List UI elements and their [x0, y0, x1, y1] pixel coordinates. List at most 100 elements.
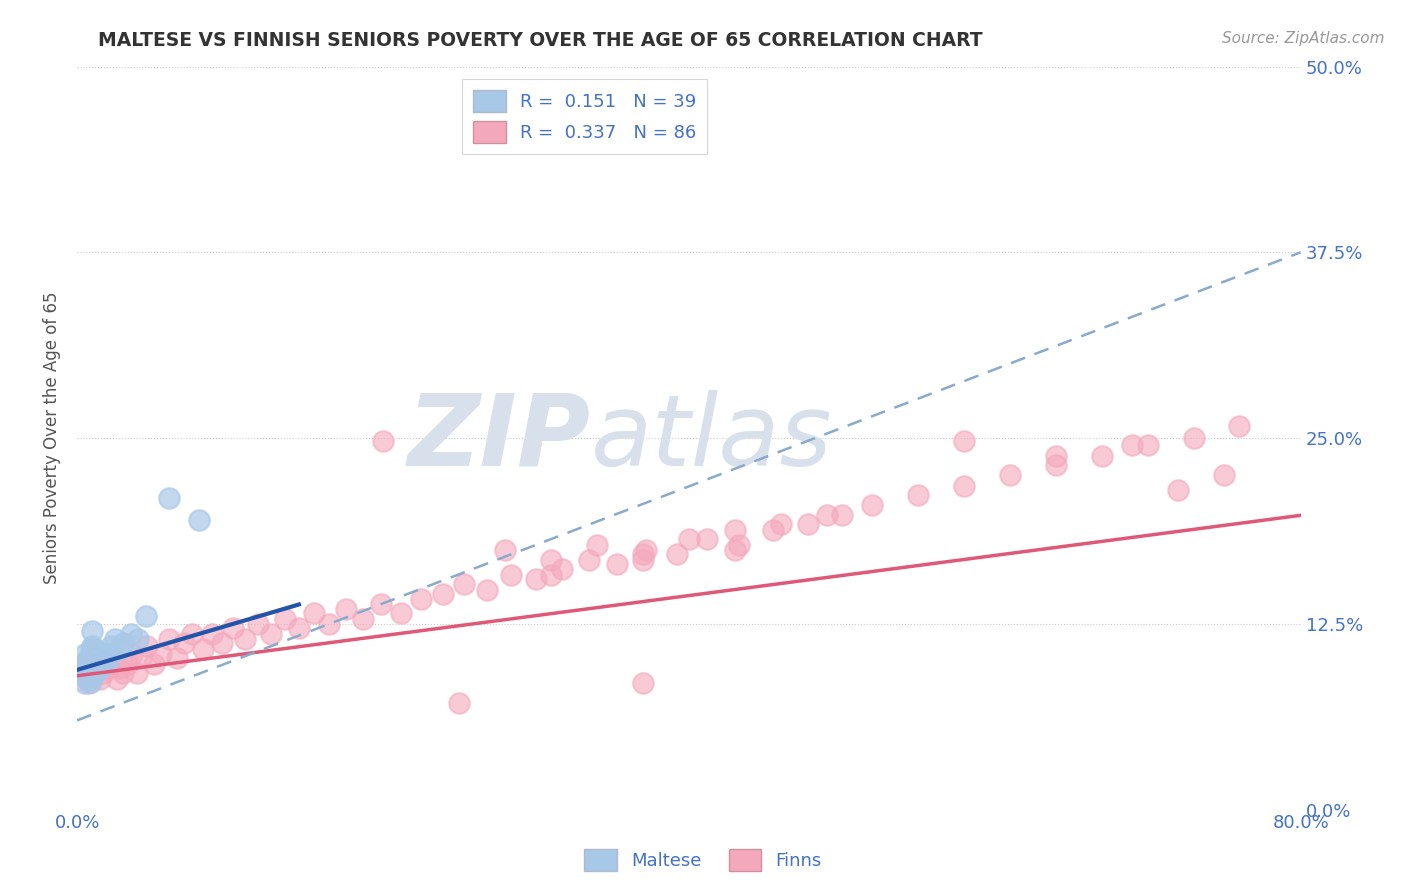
- Point: [1229, 419, 1251, 434]
- Point: [1136, 438, 1159, 452]
- Point: [998, 468, 1021, 483]
- Point: [91, 657, 114, 671]
- Point: [201, 627, 224, 641]
- Point: [524, 572, 547, 586]
- Point: [86, 661, 108, 675]
- Point: [831, 508, 853, 523]
- Point: [540, 553, 562, 567]
- Point: [432, 587, 454, 601]
- Point: [724, 542, 747, 557]
- Point: [101, 651, 124, 665]
- Point: [211, 636, 233, 650]
- Point: [90, 654, 112, 668]
- Point: [100, 639, 122, 653]
- Point: [769, 517, 792, 532]
- Point: [75, 669, 97, 683]
- Point: [73, 661, 96, 675]
- Point: [318, 616, 340, 631]
- Point: [97, 654, 120, 668]
- Point: [494, 542, 516, 557]
- Point: [157, 491, 180, 505]
- Point: [117, 657, 139, 671]
- Point: [83, 661, 105, 675]
- Point: [540, 567, 562, 582]
- Point: [94, 647, 117, 661]
- Point: [76, 672, 98, 686]
- Legend: R =  0.151   N = 39, R =  0.337   N = 86: R = 0.151 N = 39, R = 0.337 N = 86: [463, 79, 707, 154]
- Point: [111, 665, 134, 680]
- Point: [121, 647, 143, 661]
- Point: [370, 598, 392, 612]
- Point: [586, 538, 609, 552]
- Point: [696, 532, 718, 546]
- Point: [89, 672, 111, 686]
- Point: [180, 627, 202, 641]
- Point: [1121, 438, 1143, 452]
- Point: [157, 632, 180, 646]
- Point: [953, 434, 976, 448]
- Text: MALTESE VS FINNISH SENIORS POVERTY OVER THE AGE OF 65 CORRELATION CHART: MALTESE VS FINNISH SENIORS POVERTY OVER …: [98, 31, 983, 50]
- Point: [75, 654, 97, 668]
- Point: [120, 627, 142, 641]
- Point: [89, 647, 111, 661]
- Point: [631, 553, 654, 567]
- Point: [1167, 483, 1189, 497]
- Point: [82, 624, 104, 639]
- Point: [80, 657, 103, 671]
- Point: [84, 657, 107, 671]
- Point: [724, 523, 747, 537]
- Point: [631, 676, 654, 690]
- Point: [87, 654, 110, 668]
- Point: [86, 649, 108, 664]
- Point: [150, 647, 173, 661]
- Point: [73, 676, 96, 690]
- Point: [82, 654, 104, 668]
- Point: [73, 661, 96, 675]
- Point: [352, 612, 374, 626]
- Point: [73, 647, 96, 661]
- Point: [131, 651, 153, 665]
- Point: [127, 632, 149, 646]
- Point: [83, 647, 105, 661]
- Point: [76, 665, 98, 680]
- Point: [815, 508, 838, 523]
- Point: [191, 642, 214, 657]
- Point: [860, 498, 883, 512]
- Point: [111, 636, 134, 650]
- Point: [371, 434, 394, 448]
- Point: [82, 669, 104, 683]
- Text: ZIP: ZIP: [408, 390, 591, 486]
- Point: [453, 576, 475, 591]
- Point: [233, 632, 256, 646]
- Y-axis label: Seniors Poverty Over the Age of 65: Seniors Poverty Over the Age of 65: [44, 292, 60, 584]
- Point: [82, 639, 104, 653]
- Point: [288, 621, 311, 635]
- Point: [551, 562, 574, 576]
- Point: [76, 657, 98, 671]
- Point: [79, 676, 101, 690]
- Point: [166, 651, 188, 665]
- Point: [678, 532, 700, 546]
- Point: [94, 657, 117, 671]
- Point: [449, 696, 471, 710]
- Point: [389, 607, 412, 621]
- Point: [606, 558, 628, 572]
- Text: atlas: atlas: [591, 390, 832, 486]
- Point: [665, 547, 688, 561]
- Point: [953, 478, 976, 492]
- Point: [907, 487, 929, 501]
- Point: [135, 609, 157, 624]
- Point: [98, 661, 121, 675]
- Point: [222, 621, 245, 635]
- Point: [86, 665, 108, 679]
- Point: [634, 542, 657, 557]
- Point: [80, 674, 103, 689]
- Point: [797, 517, 820, 532]
- Point: [136, 639, 159, 653]
- Legend: Maltese, Finns: Maltese, Finns: [576, 842, 830, 879]
- Point: [1045, 458, 1067, 472]
- Point: [84, 651, 107, 665]
- Point: [246, 616, 269, 631]
- Point: [80, 642, 103, 657]
- Text: Source: ZipAtlas.com: Source: ZipAtlas.com: [1222, 31, 1385, 46]
